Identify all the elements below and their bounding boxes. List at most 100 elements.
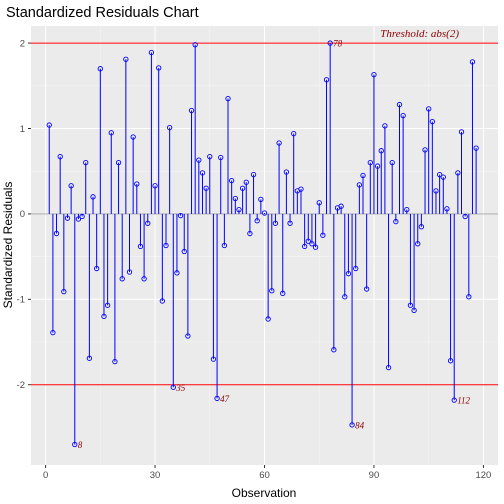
residual-point bbox=[163, 242, 169, 249]
x-tick-label: 60 bbox=[259, 470, 270, 481]
residual-point bbox=[418, 224, 425, 230]
residual-point bbox=[338, 203, 344, 209]
residual-point bbox=[349, 422, 355, 428]
residual-point bbox=[75, 216, 82, 222]
residual-point bbox=[72, 441, 78, 448]
residual-point bbox=[188, 107, 195, 114]
residual-point bbox=[232, 195, 238, 202]
residual-point bbox=[371, 72, 377, 78]
residual-point bbox=[447, 358, 454, 364]
residual-point bbox=[108, 130, 114, 136]
residual-point bbox=[126, 269, 133, 275]
residual-point bbox=[451, 397, 457, 403]
residual-points bbox=[46, 40, 479, 448]
y-tick-label: -1 bbox=[17, 295, 25, 306]
residual-point bbox=[426, 106, 432, 112]
residual-point bbox=[112, 359, 118, 365]
residual-point bbox=[250, 171, 257, 178]
y-tick-label: -2 bbox=[17, 380, 25, 391]
residual-point bbox=[79, 213, 85, 220]
x-tick-label: 120 bbox=[475, 470, 491, 481]
outlier-label: 78 bbox=[333, 39, 343, 49]
residual-point bbox=[276, 140, 282, 146]
residual-point bbox=[382, 123, 388, 129]
residual-point bbox=[385, 364, 392, 371]
residual-point bbox=[305, 238, 311, 244]
residual-point bbox=[247, 230, 253, 237]
residual-point bbox=[53, 230, 60, 237]
residual-point bbox=[90, 194, 96, 200]
residual-point bbox=[254, 218, 260, 224]
residual-point bbox=[239, 185, 246, 191]
residual-point bbox=[342, 294, 348, 300]
residual-stems bbox=[48, 43, 477, 445]
residual-point bbox=[312, 244, 319, 250]
residual-point bbox=[152, 183, 158, 189]
residual-point bbox=[61, 288, 67, 295]
residual-point bbox=[422, 147, 428, 153]
residual-point bbox=[407, 302, 414, 308]
residual-point bbox=[433, 188, 439, 194]
residual-point bbox=[177, 212, 184, 219]
residual-point bbox=[265, 316, 271, 322]
residual-point bbox=[86, 355, 93, 361]
residual-point bbox=[123, 56, 129, 62]
residual-point bbox=[83, 160, 89, 166]
chart-title: Standardized Residuals Chart bbox=[6, 5, 199, 21]
x-tick-label: 90 bbox=[369, 470, 380, 481]
residual-point bbox=[115, 160, 122, 166]
residual-point bbox=[280, 290, 286, 296]
residual-point bbox=[210, 356, 217, 362]
residual-point bbox=[316, 200, 322, 206]
y-tick-label: 0 bbox=[20, 209, 25, 220]
residual-point bbox=[148, 49, 155, 56]
residual-point bbox=[291, 130, 297, 137]
point-labels: 8 35 47 78 84 112 bbox=[78, 39, 471, 450]
residual-point bbox=[374, 163, 381, 169]
residual-point bbox=[360, 172, 366, 179]
residual-point bbox=[159, 298, 165, 304]
y-tick-label: 2 bbox=[20, 38, 25, 49]
residual-point bbox=[174, 270, 180, 276]
residual-point bbox=[440, 174, 446, 180]
residual-point bbox=[181, 248, 187, 255]
residual-point bbox=[214, 395, 220, 402]
residual-point bbox=[101, 313, 107, 320]
residual-point bbox=[225, 95, 231, 102]
residual-point bbox=[272, 220, 279, 226]
residual-point bbox=[393, 218, 399, 225]
threshold-label: Threshold: abs(2) bbox=[380, 28, 459, 40]
residual-point bbox=[327, 40, 333, 46]
residual-point bbox=[218, 154, 224, 161]
residual-point bbox=[243, 179, 249, 185]
residual-point bbox=[236, 206, 242, 213]
residual-point bbox=[64, 215, 71, 221]
residual-point bbox=[323, 77, 330, 83]
residual-point bbox=[185, 333, 191, 339]
residual-point bbox=[258, 196, 264, 203]
residual-point bbox=[411, 307, 417, 314]
residual-point bbox=[261, 210, 268, 216]
residual-point bbox=[415, 241, 421, 247]
residual-point bbox=[46, 122, 52, 128]
residual-point bbox=[221, 242, 228, 249]
residual-point bbox=[68, 183, 74, 189]
residual-point bbox=[104, 302, 111, 308]
residual-point bbox=[156, 65, 162, 71]
residual-point bbox=[166, 124, 173, 131]
outlier-label: 112 bbox=[457, 396, 470, 406]
residual-point bbox=[119, 276, 125, 282]
residual-point bbox=[192, 42, 198, 48]
residual-point bbox=[170, 384, 176, 390]
residual-point bbox=[345, 271, 352, 277]
residual-point bbox=[203, 185, 209, 191]
outlier-label: 84 bbox=[355, 420, 365, 430]
residual-point bbox=[145, 220, 151, 226]
residual-point bbox=[458, 129, 465, 135]
residual-point bbox=[207, 154, 213, 160]
residual-point bbox=[301, 243, 308, 250]
residual-point bbox=[134, 181, 140, 187]
residual-point bbox=[389, 160, 395, 166]
